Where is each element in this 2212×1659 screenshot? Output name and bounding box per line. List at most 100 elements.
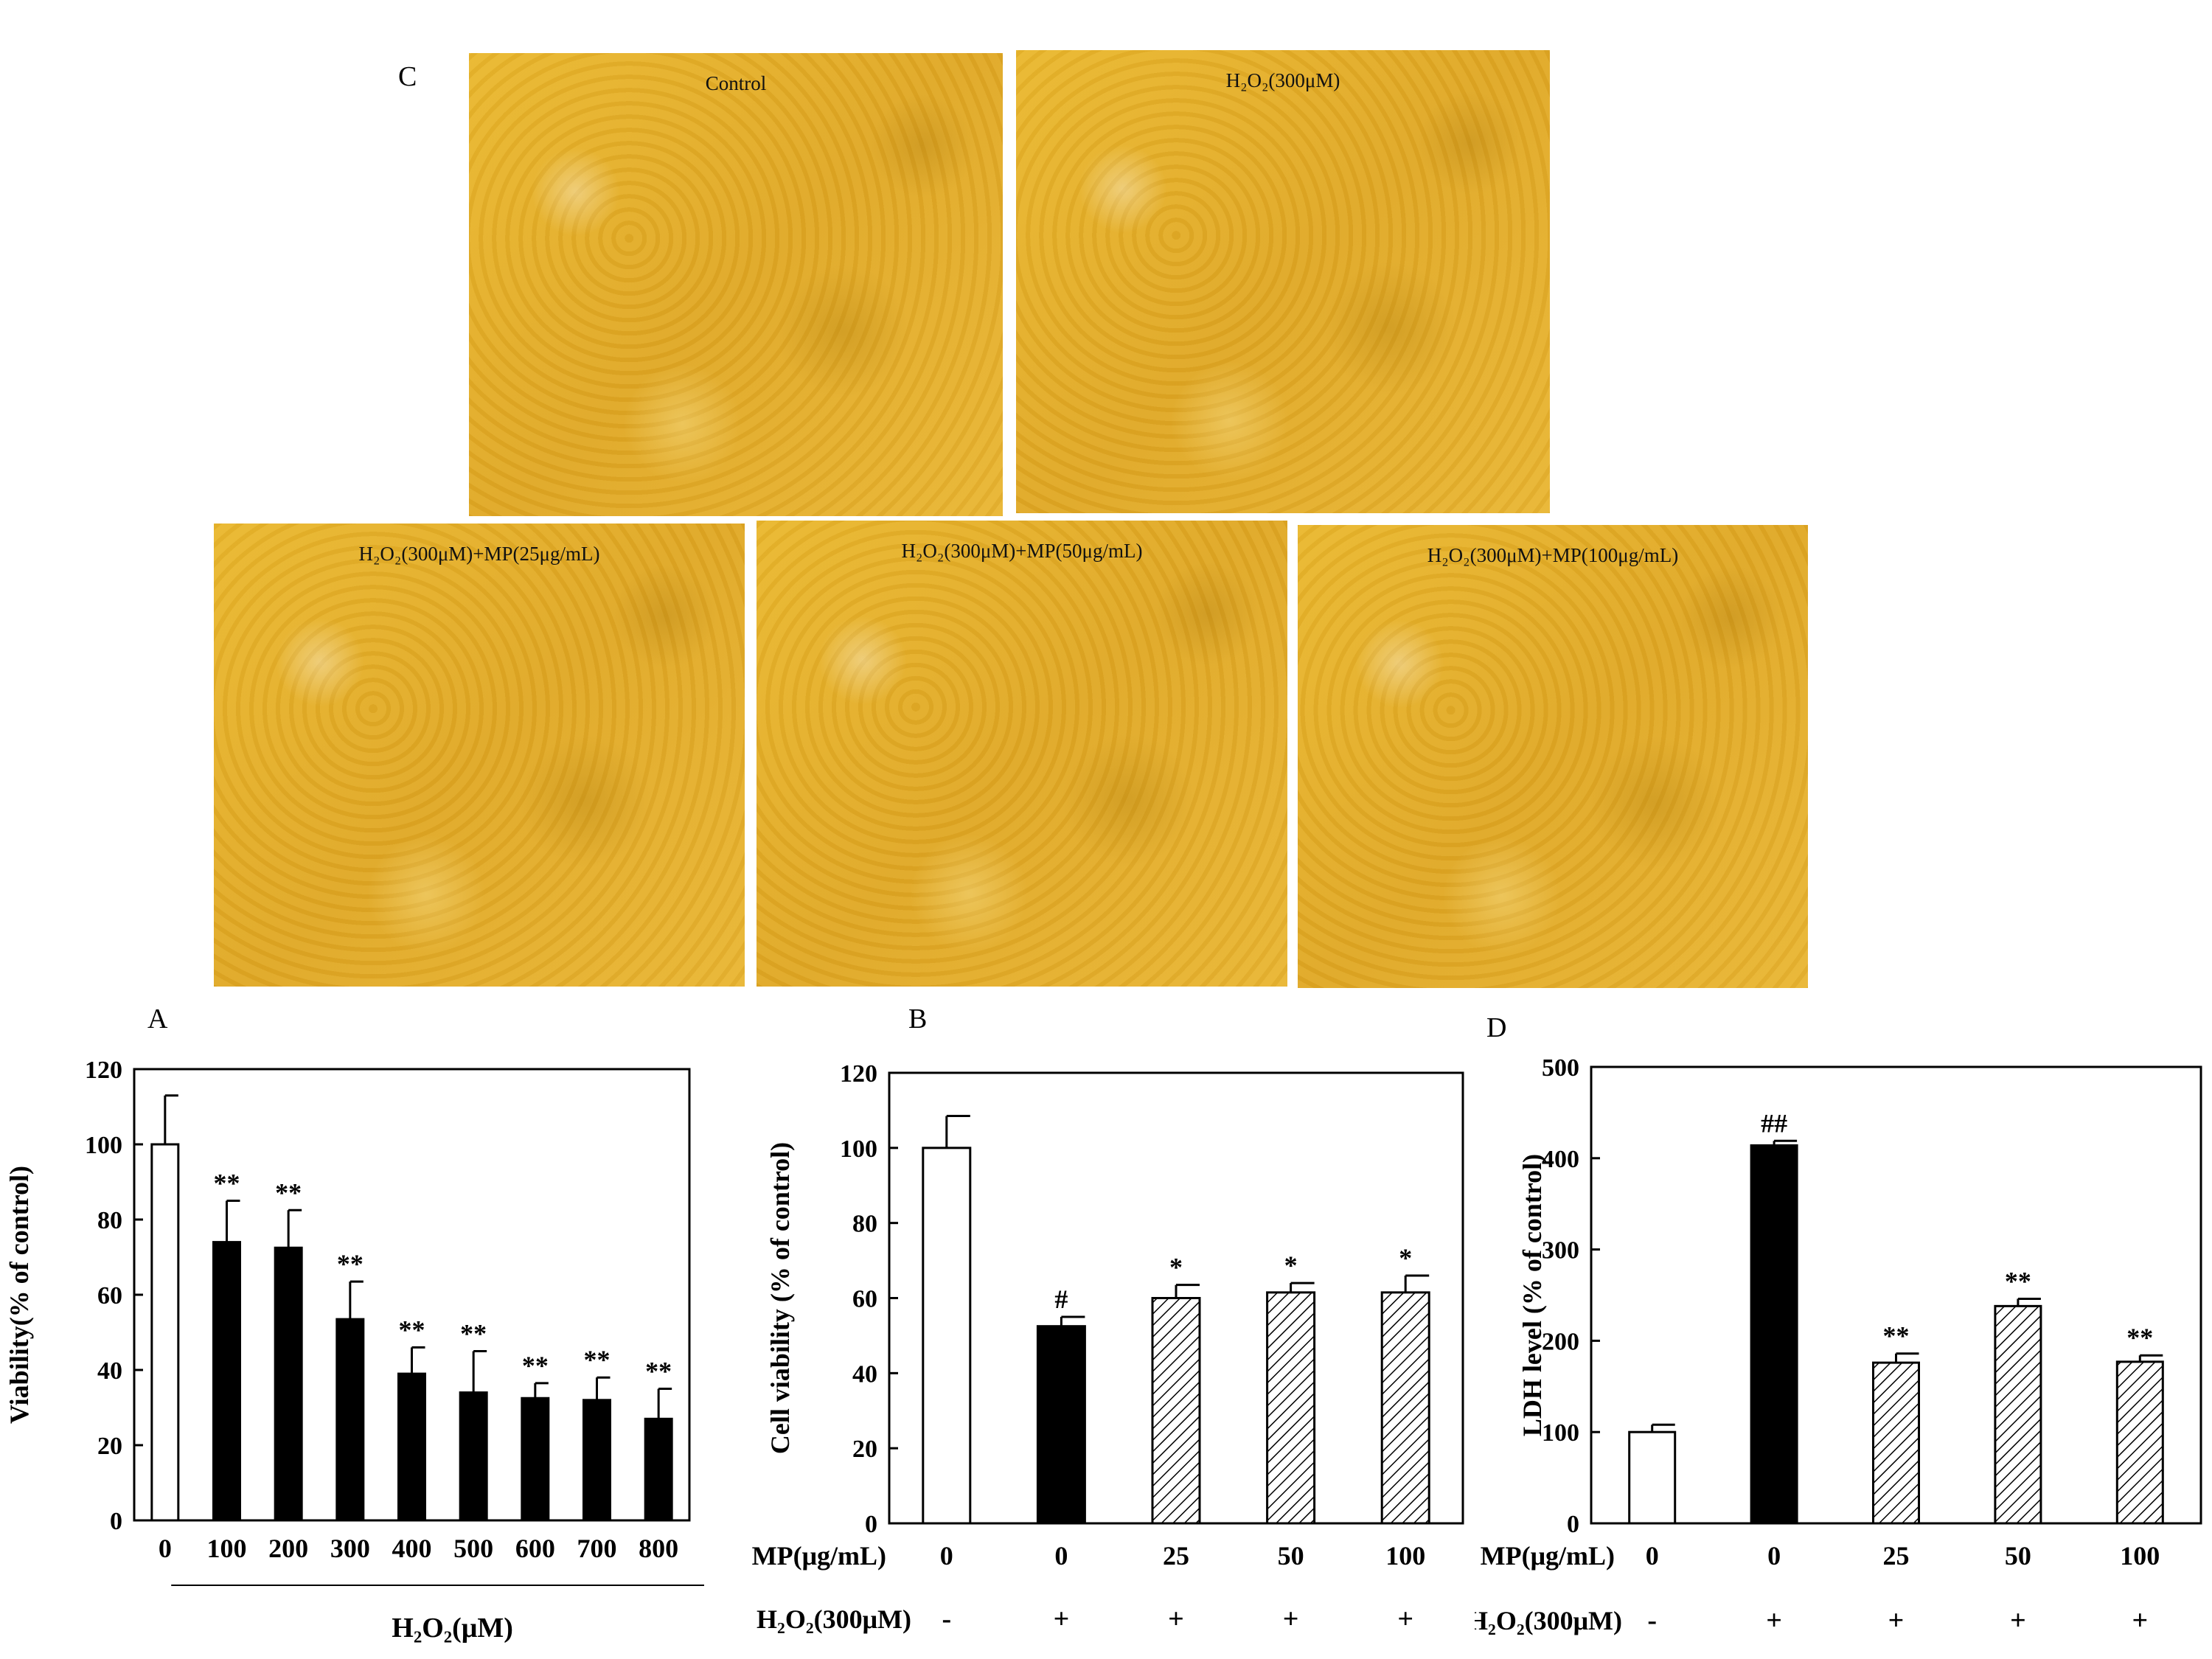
significance-mark: ** — [399, 1315, 425, 1344]
significance-mark: ** — [2005, 1266, 2031, 1295]
micrograph-label: Control — [705, 72, 767, 94]
bar — [397, 1372, 426, 1522]
treatment-sign: + — [1397, 1604, 1413, 1635]
micrograph-mp50: H₂O₂(300μM)+MP(50μg/mL) — [757, 521, 1287, 987]
panel-letter-c: C — [398, 61, 417, 92]
treatment-sign: + — [2132, 1605, 2148, 1636]
micrograph-h2o2: H₂O₂(300μM) — [1016, 50, 1550, 513]
bar — [582, 1399, 611, 1522]
micrograph-label: H₂O₂(300μM)+MP(50μg/mL) — [901, 540, 1143, 562]
x-tick-label: 200 — [268, 1534, 308, 1563]
x-tick-label: 0 — [1767, 1541, 1781, 1571]
treatment-sign: - — [942, 1604, 951, 1635]
row-label-h2o2: H₂O₂(300μM) — [1475, 1606, 1622, 1635]
y-tick-label: 20 — [852, 1436, 877, 1463]
bar — [1750, 1144, 1798, 1525]
bar — [1151, 1297, 1201, 1525]
panel-letter-b: B — [908, 1004, 928, 1034]
treatment-sign: + — [2010, 1605, 2026, 1636]
panel-letter-a: A — [147, 1004, 168, 1034]
significance-mark: ** — [337, 1249, 364, 1279]
x-tick-label: 0 — [159, 1534, 172, 1563]
y-tick-label: 500 — [1542, 1054, 1579, 1082]
x-tick-label: 500 — [453, 1534, 493, 1563]
significance-mark: ** — [214, 1169, 240, 1198]
x-tick-label: 100 — [207, 1534, 247, 1563]
bar — [212, 1241, 241, 1522]
bar — [274, 1246, 303, 1522]
y-tick-label: 40 — [852, 1360, 877, 1388]
y-axis-label: LDH level (% of control) — [1517, 1154, 1547, 1436]
bar — [521, 1397, 550, 1522]
x-tick-label: 300 — [330, 1534, 370, 1563]
y-tick-label: 300 — [1542, 1237, 1579, 1265]
treatment-sign: + — [1168, 1604, 1184, 1635]
x-tick-label: 0 — [940, 1541, 953, 1571]
micrograph-label: H₂O₂(300μM) — [1225, 69, 1340, 91]
treatment-sign: + — [1766, 1605, 1782, 1636]
bar — [1872, 1361, 1920, 1525]
significance-mark: ** — [522, 1351, 549, 1380]
micrograph-mp100: H₂O₂(300μM)+MP(100μg/mL) — [1298, 525, 1808, 988]
y-tick-label: 400 — [1542, 1146, 1579, 1173]
x-tick-label: 50 — [1278, 1541, 1304, 1571]
y-tick-label: 0 — [1567, 1511, 1579, 1538]
x-axis-label: H₂O₂(μM) — [392, 1613, 513, 1644]
x-tick-label: 700 — [577, 1534, 617, 1563]
x-tick-label: 0 — [1646, 1541, 1659, 1571]
y-tick-label: 20 — [97, 1433, 122, 1460]
chart-b-cell-viability: 0 20 40 60 80 100 120 Cell viability (% of cont… — [752, 1060, 1464, 1635]
panel-letter-d: D — [1486, 1012, 1507, 1043]
significance-mark: ** — [460, 1319, 487, 1349]
y-tick-label: 100 — [840, 1135, 877, 1163]
bar — [1380, 1291, 1430, 1525]
y-tick-label: 0 — [865, 1511, 877, 1538]
bar — [1994, 1304, 2042, 1525]
bar — [1628, 1430, 1677, 1525]
bar — [1266, 1291, 1316, 1525]
x-tick-label: 100 — [2120, 1541, 2160, 1571]
y-tick-label: 100 — [1542, 1419, 1579, 1447]
significance-mark: * — [1169, 1253, 1183, 1282]
significance-mark: # — [1054, 1284, 1068, 1314]
treatment-sign: - — [1647, 1605, 1657, 1636]
micrograph-label: H₂O₂(300μM)+MP(25μg/mL) — [358, 543, 600, 565]
bar — [1036, 1325, 1086, 1525]
treatment-sign: + — [1888, 1605, 1905, 1636]
y-tick-label: 80 — [97, 1207, 122, 1234]
row-label-h2o2: H₂O₂(300μM) — [757, 1604, 911, 1634]
x-tick-label: 100 — [1385, 1541, 1425, 1571]
chart-a-viability: 0 20 40 60 80 100 120 Viability(% of control) 0 *… — [4, 1057, 704, 1644]
y-tick-label: 0 — [110, 1508, 122, 1535]
row-label-mp: MP(μg/mL) — [752, 1541, 886, 1571]
x-tick-label: 400 — [392, 1534, 432, 1563]
micrograph-label: H₂O₂(300μM)+MP(100μg/mL) — [1427, 544, 1679, 566]
x-tick-label: 600 — [515, 1534, 555, 1563]
y-axis-label: Viability(% of control) — [4, 1166, 34, 1424]
y-axis-label: Cell viability (% of control) — [765, 1142, 795, 1454]
y-tick-label: 100 — [85, 1132, 122, 1159]
y-tick-label: 60 — [852, 1286, 877, 1313]
micrograph-control: Control — [469, 53, 1003, 516]
significance-mark: ** — [645, 1357, 672, 1386]
x-tick-label: 0 — [1054, 1541, 1068, 1571]
bar — [150, 1143, 180, 1522]
y-tick-label: 120 — [85, 1057, 122, 1084]
bar — [335, 1318, 365, 1522]
y-tick-label: 60 — [97, 1282, 122, 1310]
bar — [459, 1391, 488, 1522]
bar — [2115, 1360, 2164, 1525]
y-tick-label: 80 — [852, 1211, 877, 1238]
y-tick-label: 120 — [840, 1060, 877, 1088]
significance-mark: ** — [2126, 1323, 2153, 1352]
bar — [922, 1147, 972, 1525]
treatment-sign: + — [1283, 1604, 1299, 1635]
x-tick-label: 800 — [639, 1534, 678, 1563]
y-tick-label: 200 — [1542, 1328, 1579, 1355]
treatment-sign: + — [1054, 1604, 1070, 1635]
y-tick-label: 40 — [97, 1357, 122, 1385]
x-tick-label: 50 — [2005, 1541, 2031, 1571]
x-tick-label: 25 — [1883, 1541, 1910, 1571]
significance-mark: ## — [1761, 1108, 1787, 1138]
